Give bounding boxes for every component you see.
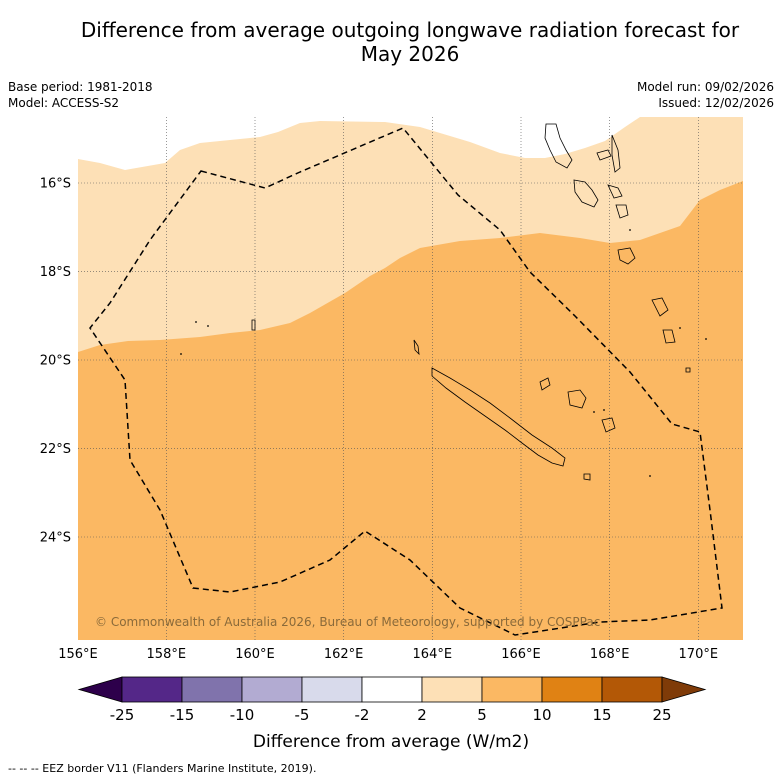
- y-tick-18s: 18°S: [40, 265, 71, 280]
- y-tick-20s: 20°S: [40, 354, 71, 369]
- graticule: [78, 117, 743, 640]
- colorbar-under-arrow: [77, 676, 123, 703]
- colorbar-over-arrow: [661, 676, 707, 703]
- outside-data-region: [78, 117, 640, 170]
- colorbar-label: Difference from average (W/m2): [253, 732, 529, 752]
- loyalty-islands-mare: [601, 417, 616, 433]
- y-tick-24s: 24°S: [40, 531, 71, 546]
- meta-right: Model run: 09/02/2026 Issued: 12/02/2026: [637, 79, 774, 111]
- small-islets: [180, 229, 707, 477]
- loyalty-islands-ouvea: [539, 377, 551, 391]
- eez-border: [89, 127, 723, 636]
- vanuatu-ambae: [596, 149, 612, 161]
- vanuatu-malekula: [573, 179, 599, 208]
- colorbar-bin-neg2-2: [361, 676, 423, 703]
- cb-tick-neg25: -25: [110, 706, 135, 724]
- model-run: Model run: 09/02/2026: [636, 80, 774, 94]
- colorbar-bin-neg10-neg5: [241, 676, 303, 703]
- anomaly-class-2-5: [78, 117, 743, 352]
- cb-tick-25: 25: [652, 706, 671, 724]
- vanuatu-epi-shepherd: [607, 184, 623, 199]
- model-name: Model: ACCESS-S2: [8, 96, 120, 110]
- y-axis-ticks: 16°S 18°S 20°S 22°S 24°S: [40, 177, 71, 546]
- new-caledonia-island: [431, 367, 566, 467]
- x-tick-160: 160°E: [235, 647, 275, 662]
- x-tick-158: 158°E: [147, 647, 187, 662]
- colorbar-bin-15-25: [601, 676, 663, 703]
- vanuatu-espiritu-santo: [544, 123, 573, 169]
- colorbar-bin-5-10: [481, 676, 543, 703]
- x-tick-156: 156°E: [58, 647, 98, 662]
- y-tick-16s: 16°S: [40, 177, 71, 192]
- meta-left: Base period: 1981-2018 Model: ACCESS-S2: [8, 79, 153, 111]
- vanuatu-tanna: [651, 297, 669, 317]
- y-tick-22s: 22°S: [40, 442, 71, 457]
- walpole-island: [583, 473, 591, 481]
- colorbar-bin-neg15-neg10: [181, 676, 243, 703]
- chart-title: Difference from average outgoing longwav…: [0, 18, 781, 66]
- colorbar: [77, 676, 707, 703]
- eez-footnote: -- -- -- EEZ border V11 (Flanders Marine…: [8, 762, 317, 775]
- copyright-notice: © Commonwealth of Australia 2026, Bureau…: [95, 615, 600, 629]
- cb-tick-2: 2: [417, 706, 427, 724]
- x-tick-164: 164°E: [413, 647, 453, 662]
- x-tick-168: 168°E: [590, 647, 630, 662]
- x-tick-162: 162°E: [324, 647, 364, 662]
- chesterfield-islet: [251, 319, 256, 331]
- loyalty-islands-lifou: [567, 389, 587, 409]
- vanuatu-aneityum: [662, 329, 676, 344]
- colorbar-ticks: -25 -15 -10 -5 -2 2 5 10 15 25: [110, 706, 672, 724]
- vanuatu-pentecost: [611, 134, 621, 173]
- x-tick-166: 166°E: [501, 647, 541, 662]
- title-line-1: Difference from average outgoing longwav…: [80, 18, 740, 42]
- x-axis-ticks: 156°E 158°E 160°E 162°E 164°E 166°E 168°…: [58, 647, 718, 662]
- map-panel: [78, 117, 743, 640]
- vanuatu-efate: [615, 204, 629, 219]
- cb-tick-10: 10: [532, 706, 551, 724]
- colorbar-bin-neg25-neg15: [121, 676, 183, 703]
- colorbar-bin-10-15: [541, 676, 603, 703]
- coastlines: [251, 123, 691, 481]
- base-period: Base period: 1981-2018: [8, 80, 153, 94]
- colorbar-bin-2-5: [421, 676, 483, 703]
- cb-tick-neg2: -2: [355, 706, 370, 724]
- colorbar-bin-neg5-neg2: [301, 676, 363, 703]
- vanuatu-erromango: [617, 247, 636, 265]
- issued-date: Issued: 12/02/2026: [658, 96, 774, 110]
- cb-tick-5: 5: [477, 706, 487, 724]
- cb-tick-neg5: -5: [295, 706, 310, 724]
- cb-tick-neg15: -15: [170, 706, 195, 724]
- belep-islands: [413, 339, 420, 356]
- x-tick-170: 170°E: [679, 647, 719, 662]
- matthew-hunter: [685, 367, 691, 373]
- cb-tick-neg10: -10: [230, 706, 255, 724]
- title-line-2: May 2026: [360, 42, 460, 66]
- cb-tick-15: 15: [592, 706, 611, 724]
